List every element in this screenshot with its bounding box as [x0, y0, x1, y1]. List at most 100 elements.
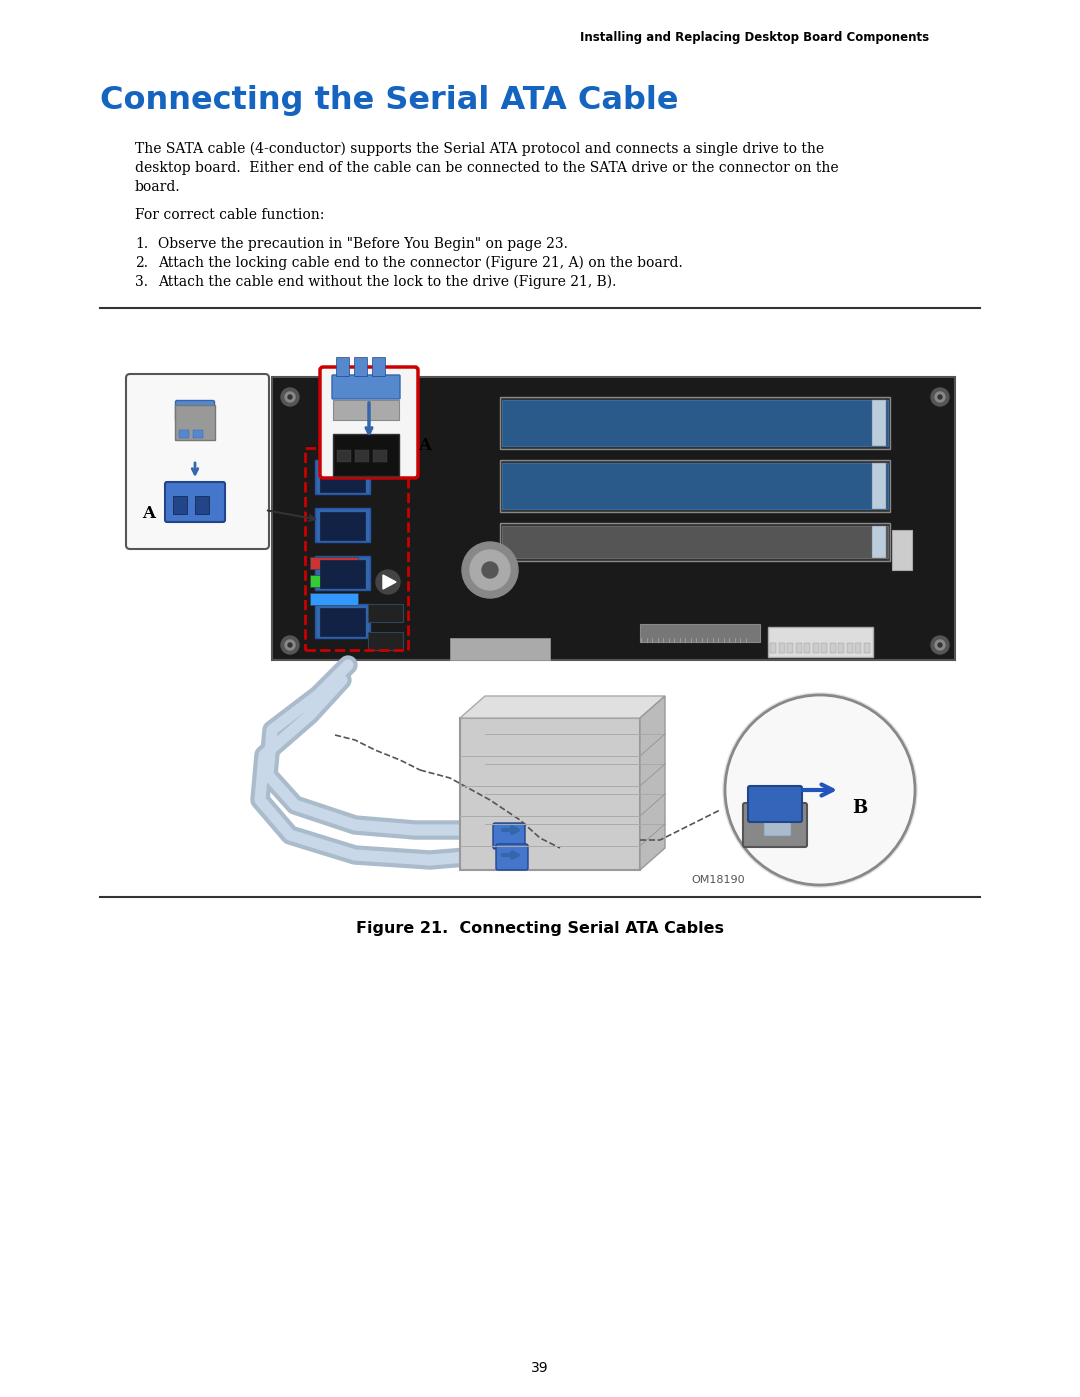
- Circle shape: [935, 640, 945, 650]
- Circle shape: [939, 395, 942, 400]
- Text: desktop board.  Either end of the cable can be connected to the SATA drive or th: desktop board. Either end of the cable c…: [135, 161, 839, 175]
- Circle shape: [285, 640, 295, 650]
- FancyBboxPatch shape: [864, 643, 869, 652]
- Circle shape: [931, 636, 949, 654]
- FancyBboxPatch shape: [310, 592, 357, 605]
- Text: 2.: 2.: [135, 256, 148, 270]
- Circle shape: [470, 550, 510, 590]
- Text: 39: 39: [531, 1361, 549, 1375]
- FancyBboxPatch shape: [310, 557, 357, 569]
- FancyBboxPatch shape: [165, 482, 225, 522]
- FancyBboxPatch shape: [315, 509, 370, 542]
- FancyBboxPatch shape: [320, 367, 418, 478]
- Circle shape: [285, 393, 295, 402]
- FancyBboxPatch shape: [821, 643, 827, 652]
- FancyBboxPatch shape: [195, 496, 210, 514]
- FancyBboxPatch shape: [804, 643, 810, 652]
- Text: Attach the cable end without the lock to the drive (Figure 21, B).: Attach the cable end without the lock to…: [158, 275, 617, 289]
- FancyBboxPatch shape: [272, 377, 955, 659]
- Text: B: B: [852, 799, 867, 817]
- Text: 3.: 3.: [135, 275, 148, 289]
- FancyBboxPatch shape: [320, 511, 365, 541]
- FancyBboxPatch shape: [315, 556, 370, 590]
- Text: A: A: [418, 436, 431, 454]
- FancyBboxPatch shape: [179, 430, 189, 439]
- FancyBboxPatch shape: [838, 643, 843, 652]
- Text: 1.: 1.: [135, 237, 148, 251]
- FancyBboxPatch shape: [872, 462, 886, 509]
- Circle shape: [725, 694, 915, 886]
- Text: OM18190: OM18190: [691, 875, 745, 886]
- FancyBboxPatch shape: [743, 803, 807, 847]
- FancyBboxPatch shape: [126, 374, 269, 549]
- Circle shape: [462, 542, 518, 598]
- Text: board.: board.: [135, 180, 180, 194]
- FancyBboxPatch shape: [764, 819, 791, 835]
- FancyBboxPatch shape: [502, 400, 888, 446]
- FancyBboxPatch shape: [770, 643, 777, 652]
- FancyBboxPatch shape: [847, 643, 852, 652]
- FancyBboxPatch shape: [320, 608, 365, 636]
- FancyBboxPatch shape: [368, 604, 403, 622]
- Circle shape: [281, 636, 299, 654]
- FancyBboxPatch shape: [829, 643, 836, 652]
- FancyBboxPatch shape: [333, 400, 399, 420]
- Text: Attach the locking cable end to the connector (Figure 21, A) on the board.: Attach the locking cable end to the conn…: [158, 256, 683, 271]
- Text: A: A: [141, 504, 156, 521]
- FancyBboxPatch shape: [373, 358, 386, 377]
- Text: Installing and Replacing Desktop Board Components: Installing and Replacing Desktop Board C…: [580, 31, 930, 43]
- Text: For correct cable function:: For correct cable function:: [135, 208, 324, 222]
- FancyBboxPatch shape: [855, 643, 861, 652]
- FancyBboxPatch shape: [315, 460, 370, 495]
- FancyBboxPatch shape: [333, 434, 399, 476]
- FancyBboxPatch shape: [502, 462, 888, 509]
- Circle shape: [288, 395, 292, 400]
- FancyBboxPatch shape: [337, 358, 350, 377]
- FancyBboxPatch shape: [892, 529, 912, 570]
- FancyBboxPatch shape: [872, 527, 886, 557]
- Circle shape: [723, 693, 917, 887]
- Text: Figure 21.  Connecting Serial ATA Cables: Figure 21. Connecting Serial ATA Cables: [356, 921, 724, 936]
- FancyBboxPatch shape: [779, 643, 784, 652]
- FancyBboxPatch shape: [787, 643, 793, 652]
- FancyBboxPatch shape: [332, 374, 400, 400]
- Circle shape: [939, 643, 942, 647]
- FancyBboxPatch shape: [768, 627, 873, 657]
- FancyBboxPatch shape: [337, 450, 351, 462]
- FancyBboxPatch shape: [320, 560, 365, 588]
- FancyBboxPatch shape: [640, 624, 760, 643]
- FancyBboxPatch shape: [496, 844, 528, 870]
- Polygon shape: [383, 576, 396, 590]
- FancyBboxPatch shape: [450, 638, 550, 659]
- FancyBboxPatch shape: [320, 464, 365, 492]
- FancyBboxPatch shape: [310, 576, 357, 587]
- FancyBboxPatch shape: [354, 358, 367, 377]
- Circle shape: [288, 643, 292, 647]
- Polygon shape: [640, 696, 665, 870]
- Circle shape: [376, 570, 400, 594]
- Polygon shape: [460, 696, 665, 718]
- FancyBboxPatch shape: [748, 787, 802, 821]
- FancyBboxPatch shape: [173, 496, 187, 514]
- FancyBboxPatch shape: [492, 823, 525, 849]
- FancyBboxPatch shape: [193, 430, 203, 439]
- FancyBboxPatch shape: [373, 450, 387, 462]
- FancyBboxPatch shape: [460, 718, 640, 870]
- Text: Connecting the Serial ATA Cable: Connecting the Serial ATA Cable: [100, 84, 678, 116]
- FancyBboxPatch shape: [500, 397, 890, 448]
- FancyBboxPatch shape: [355, 450, 369, 462]
- Circle shape: [482, 562, 498, 578]
- FancyBboxPatch shape: [175, 401, 215, 422]
- FancyBboxPatch shape: [502, 527, 888, 557]
- FancyBboxPatch shape: [796, 643, 801, 652]
- FancyBboxPatch shape: [368, 631, 403, 650]
- FancyBboxPatch shape: [315, 604, 370, 638]
- Circle shape: [281, 388, 299, 407]
- FancyBboxPatch shape: [812, 643, 819, 652]
- FancyBboxPatch shape: [872, 400, 886, 446]
- Circle shape: [931, 388, 949, 407]
- Text: Observe the precaution in "Before You Begin" on page 23.: Observe the precaution in "Before You Be…: [158, 237, 568, 251]
- Text: The SATA cable (4-conductor) supports the Serial ATA protocol and connects a sin: The SATA cable (4-conductor) supports th…: [135, 142, 824, 156]
- FancyBboxPatch shape: [175, 405, 215, 440]
- FancyBboxPatch shape: [500, 460, 890, 511]
